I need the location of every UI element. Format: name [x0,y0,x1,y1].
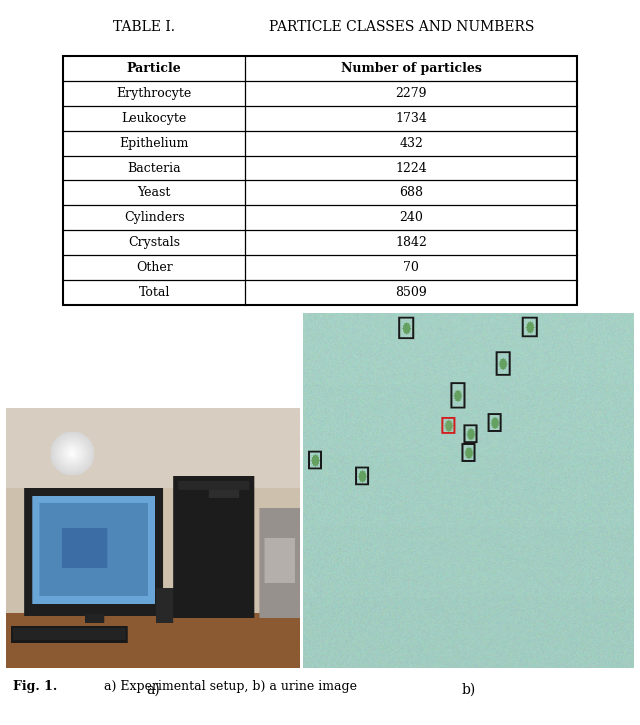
Text: Yeast: Yeast [138,186,171,199]
Text: Crystals: Crystals [128,236,180,249]
Text: Other: Other [136,261,173,274]
Text: 688: 688 [399,186,423,199]
Text: TABLE I.: TABLE I. [113,20,175,34]
Text: Total: Total [138,286,170,299]
Text: Number of particles: Number of particles [341,62,482,75]
Text: Particle: Particle [127,62,182,75]
Text: Fig. 1.: Fig. 1. [13,681,57,693]
Text: 8509: 8509 [396,286,427,299]
Text: Epithelium: Epithelium [120,137,189,149]
Text: b): b) [461,682,476,696]
Text: a): a) [146,682,160,696]
Text: Leukocyte: Leukocyte [122,112,187,125]
Text: a) Experimental setup, b) a urine image: a) Experimental setup, b) a urine image [88,681,357,693]
Text: Erythrocyte: Erythrocyte [116,87,192,100]
Text: 2279: 2279 [396,87,427,100]
Bar [63,57,577,304]
Text: 1224: 1224 [396,162,427,175]
Text: 240: 240 [399,211,423,224]
Text: Bacteria: Bacteria [127,162,181,175]
Text: 70: 70 [403,261,419,274]
Text: Cylinders: Cylinders [124,211,184,224]
Text: 1734: 1734 [396,112,428,125]
Text: PARTICLE CLASSES AND NUMBERS: PARTICLE CLASSES AND NUMBERS [269,20,534,34]
Text: 1842: 1842 [396,236,428,249]
Text: 432: 432 [399,137,423,149]
